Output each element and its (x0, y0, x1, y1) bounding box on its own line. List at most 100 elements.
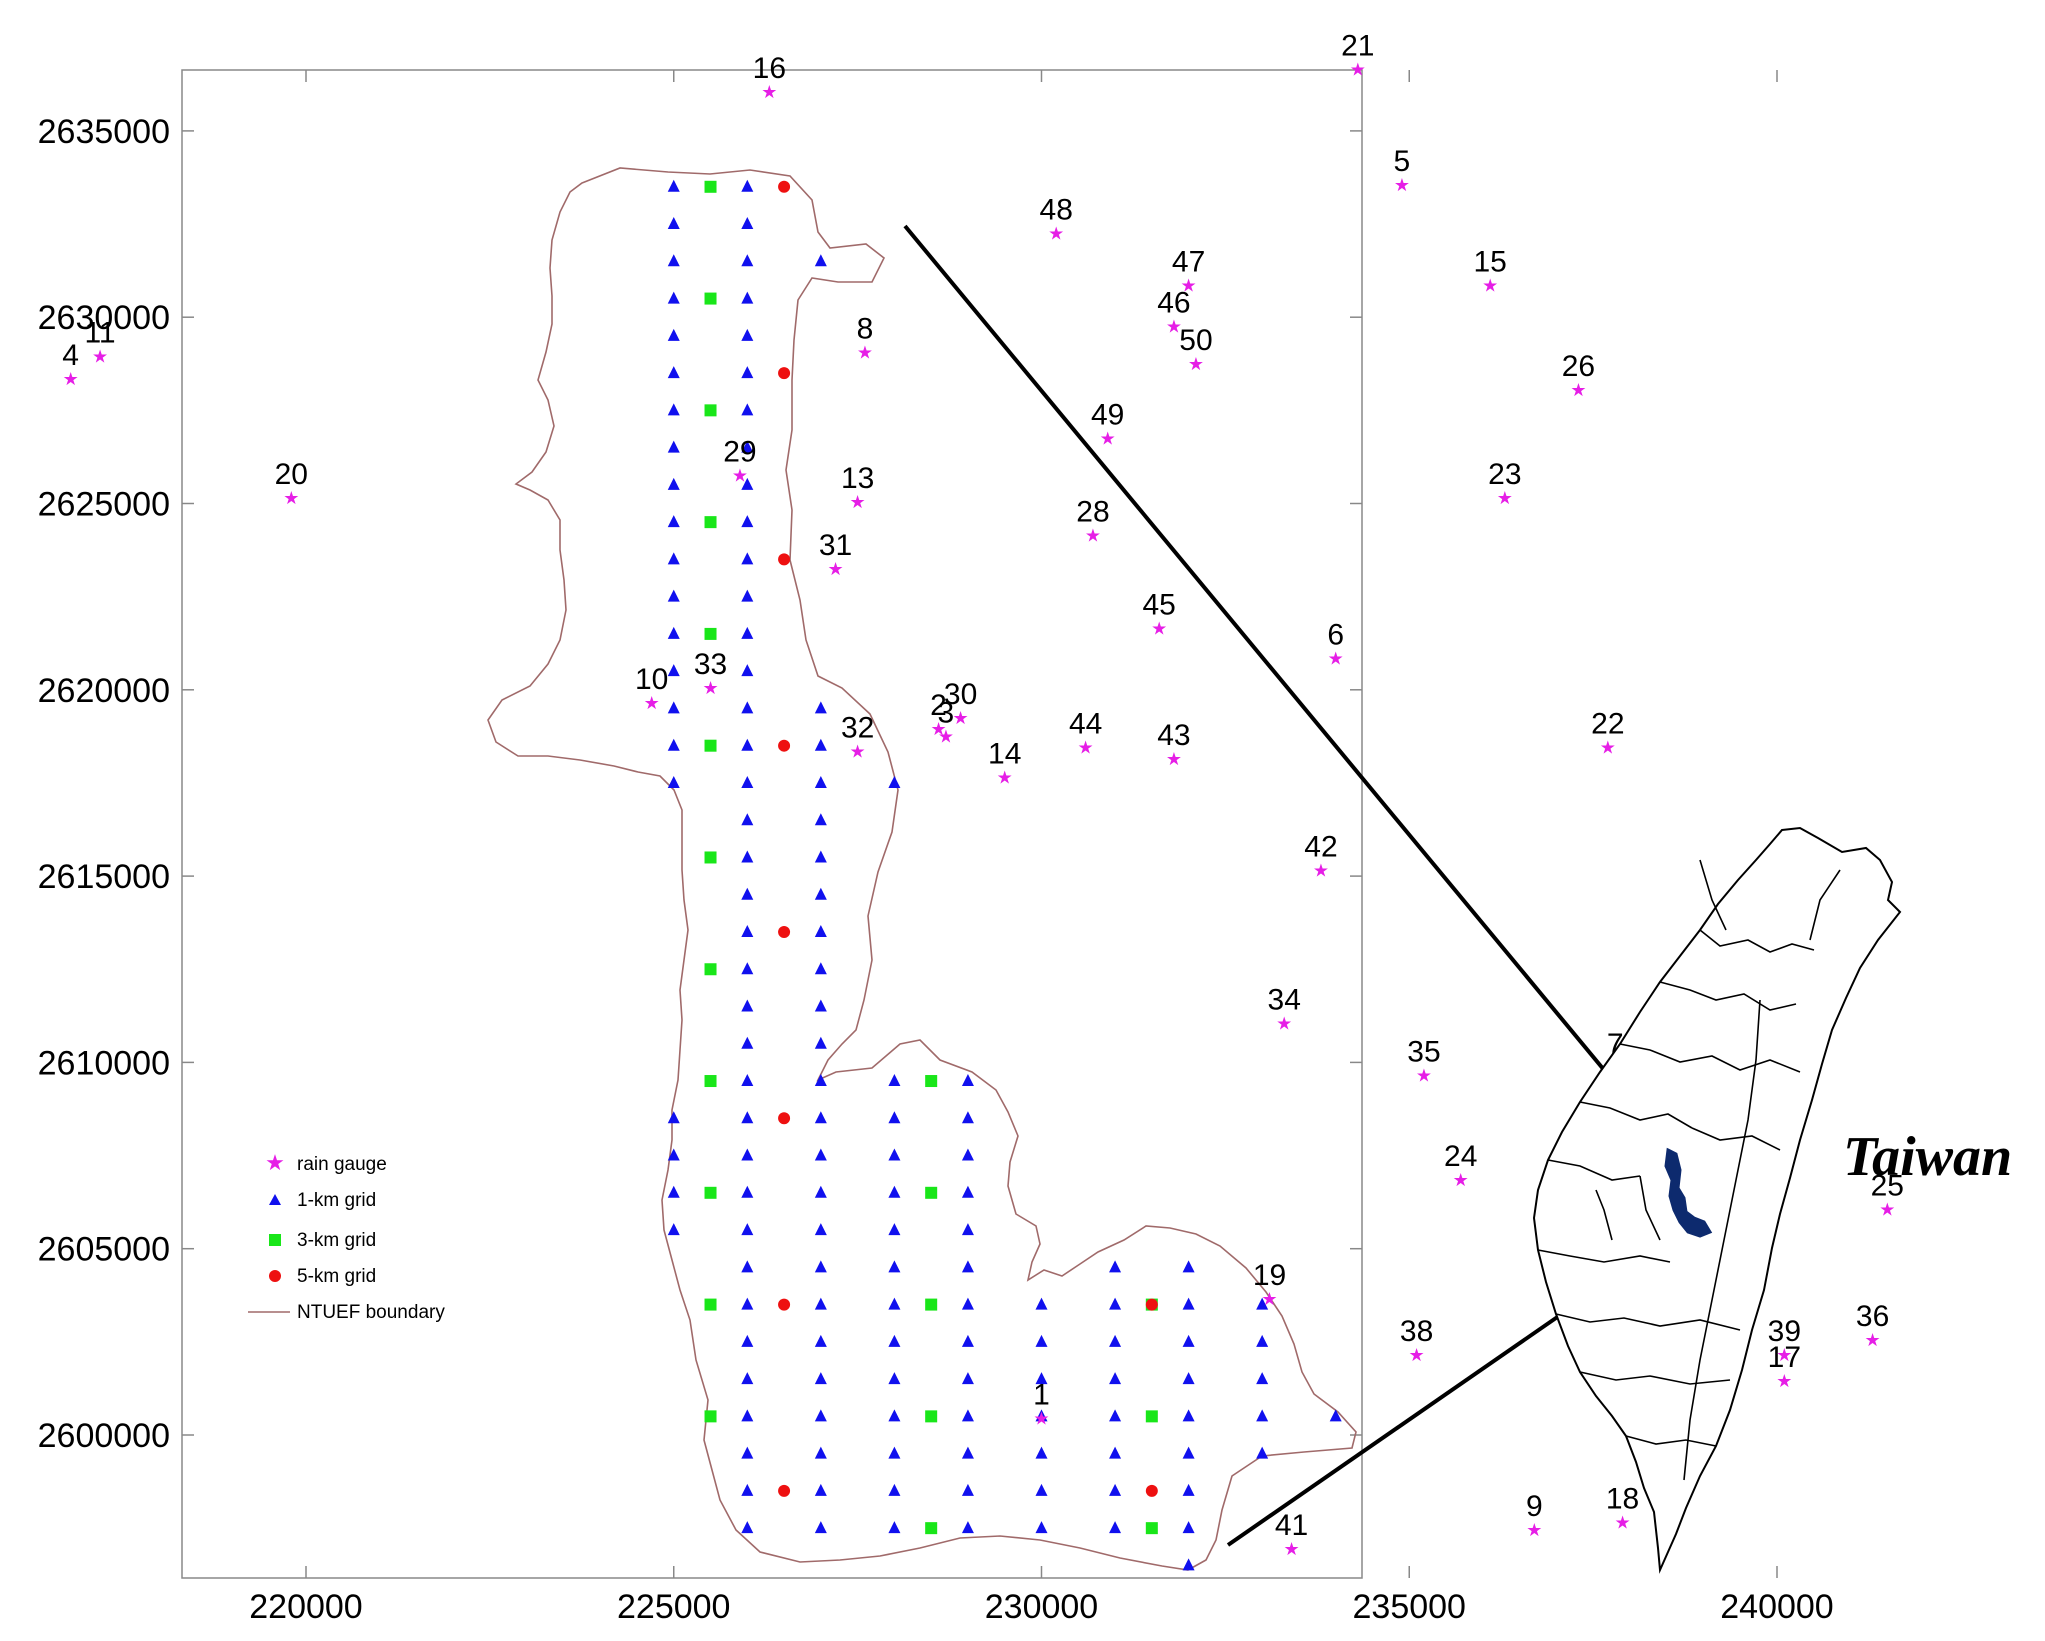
grid-5km-marker (778, 367, 791, 380)
rain-gauge-marker: ★ (1394, 175, 1410, 195)
grid-1km-marker (741, 589, 754, 602)
rain-gauge-marker: ★ (1085, 525, 1101, 545)
rain-gauge-label: 35 (1407, 1036, 1440, 1069)
grid-1km-marker (741, 254, 754, 267)
grid-1km-marker (888, 1372, 901, 1385)
grid-1km-marker (741, 366, 754, 379)
rain-gauge-label: 32 (841, 711, 874, 744)
grid-1km-marker (741, 775, 754, 788)
grid-3km-marker (704, 292, 717, 305)
grid-1km-marker (1182, 1521, 1195, 1534)
grid-1km-marker (1182, 1372, 1195, 1385)
grid-1km-marker (667, 291, 680, 304)
rain-gauge-label: 22 (1591, 708, 1624, 741)
grid-1km-marker (888, 1223, 901, 1236)
rain-gauge-marker: ★ (953, 708, 969, 728)
grid-5km-marker (778, 925, 791, 938)
grid-1km-marker (961, 1223, 974, 1236)
grid-3km-marker (704, 1186, 717, 1199)
rain-gauge-layer: ★1★2★3★4★5★6★7★8★9★10★11★12★13★14★15★16★… (62, 30, 1904, 1559)
grid-1km-marker (888, 1185, 901, 1198)
grid-1km-marker (741, 1334, 754, 1347)
y-tick-label: 2605000 (38, 1231, 170, 1269)
grid-1km-marker (741, 440, 754, 453)
legend-star-icon: ★ (265, 1150, 285, 1175)
rain-gauge-label: 14 (988, 737, 1021, 770)
grid-1km-marker (1035, 1483, 1048, 1496)
rain-gauge-marker: ★ (1482, 276, 1498, 296)
x-tick-label: 240000 (1720, 1588, 1833, 1626)
grid-1km-marker (667, 254, 680, 267)
grid-1km-marker (741, 515, 754, 528)
grid-1km-marker (888, 1297, 901, 1310)
grid-1km-marker (741, 328, 754, 341)
rain-gauge-label: 2 (930, 689, 947, 722)
grid-1km-marker (814, 1148, 827, 1161)
grid-1km-marker (961, 1074, 974, 1087)
rain-gauge-label: 47 (1172, 246, 1205, 279)
legend: ★ rain gauge 1-km grid 3-km grid 5-km gr… (248, 1150, 445, 1323)
rain-gauge-label: 50 (1179, 324, 1212, 357)
rain-gauge-marker: ★ (1453, 1170, 1469, 1190)
rain-gauge-marker: ★ (1776, 1345, 1792, 1365)
grid-1km-marker (888, 1521, 901, 1534)
y-tick-label: 2610000 (38, 1044, 170, 1082)
grid-1km-marker (961, 1483, 974, 1496)
grid-3km-marker (704, 851, 717, 864)
rain-gauge-marker: ★ (930, 719, 946, 739)
rain-gauge-label: 3 (938, 697, 955, 730)
rain-gauge-label: 43 (1157, 719, 1190, 752)
grid-1km-marker (1256, 1372, 1269, 1385)
grid-3km-marker (704, 1298, 717, 1311)
grid-1km-marker (667, 1111, 680, 1124)
grid-1km-marker (667, 217, 680, 230)
x-tick-label: 220000 (249, 1588, 362, 1626)
grid-1km-marker (814, 1446, 827, 1459)
grid-1km-marker (741, 1372, 754, 1385)
grid-1km-marker (814, 775, 827, 788)
grid-1km-marker (961, 1521, 974, 1534)
grid-3km-marker (925, 1298, 938, 1311)
grid-1km-marker (961, 1185, 974, 1198)
rain-gauge-label: 4 (62, 339, 79, 372)
grid-1km-marker (741, 1111, 754, 1124)
rain-gauge-marker: ★ (850, 492, 866, 512)
legend-label-1km: 1-km grid (297, 1190, 376, 1211)
grid-1km-marker (888, 1409, 901, 1422)
rain-gauge-label: 36 (1856, 1300, 1889, 1333)
y-tick-label: 2620000 (38, 672, 170, 710)
grid-1km-marker (1182, 1446, 1195, 1459)
rain-gauge-label: 41 (1275, 1509, 1308, 1542)
ntuef-boundary (487, 167, 1357, 1571)
grid-5km-marker (778, 1484, 791, 1497)
grid-1km-marker (1256, 1409, 1269, 1422)
highlighted-watershed (1664, 1147, 1713, 1238)
grid-1km-marker (667, 1223, 680, 1236)
grid-1km-marker (741, 1036, 754, 1049)
rain-gauge-marker: ★ (1078, 738, 1094, 758)
grid-1km-marker (667, 328, 680, 341)
grid-1km-marker (741, 887, 754, 900)
grid-1km-marker (814, 850, 827, 863)
grid-1km-marker (741, 664, 754, 677)
rain-gauge-marker: ★ (1614, 1513, 1630, 1533)
grid-1km-marker (741, 701, 754, 714)
grid-1km-marker (1035, 1446, 1048, 1459)
rain-gauge-marker: ★ (827, 559, 843, 579)
rain-gauge-label: 9 (1526, 1490, 1543, 1523)
rain-gauge-marker: ★ (1151, 618, 1167, 638)
grid-5km-marker (1145, 1298, 1158, 1311)
legend-label-3km: 3-km grid (297, 1230, 376, 1251)
grid-1km-marker (814, 1036, 827, 1049)
grid-3km-marker (1145, 1522, 1158, 1535)
taiwan-outline (1532, 826, 1902, 1574)
grid-1km-marker (1182, 1558, 1195, 1571)
legend-triangle-icon (269, 1194, 281, 1205)
grid-1km-marker (814, 1483, 827, 1496)
rain-gauge-label: 28 (1076, 495, 1109, 528)
grid-3km-marker (704, 1410, 717, 1423)
rain-gauge-marker: ★ (63, 369, 79, 389)
grid-1km-marker (814, 999, 827, 1012)
grid-5km-marker (778, 1112, 791, 1125)
grid-1km-marker (961, 1260, 974, 1273)
